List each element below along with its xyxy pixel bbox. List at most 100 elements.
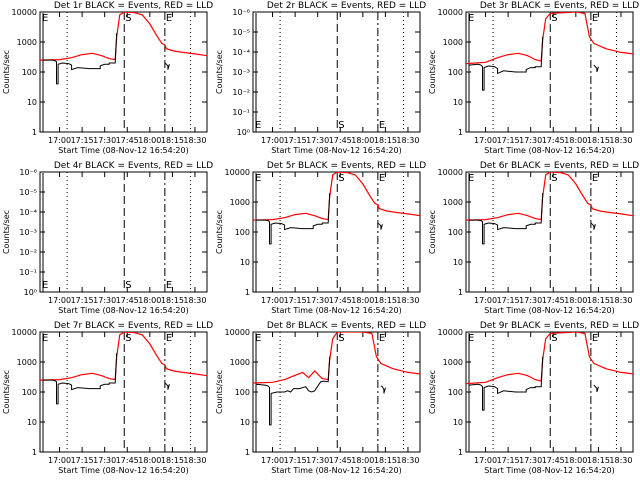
- panel-title: Det 8r BLACK = Events, RED = LLD: [267, 321, 426, 331]
- y-tick-label: 10⁻⁵: [232, 28, 250, 37]
- plot-frame: [39, 171, 208, 293]
- x-tick-label: 17:15: [497, 296, 520, 305]
- y-tick-label: 10: [27, 418, 37, 427]
- end-marker-label: E: [379, 173, 385, 184]
- events-series-line: [164, 382, 170, 390]
- x-tick-label: 18:30: [609, 136, 632, 145]
- left-marker-label: E: [468, 173, 474, 184]
- y-tick-label: 10: [240, 418, 250, 427]
- x-tick-label: 18:00: [138, 136, 161, 145]
- y-tick-label: 10000: [225, 168, 250, 177]
- x-tick-label: 18:30: [609, 456, 632, 465]
- left-marker-label: E: [42, 13, 48, 24]
- x-tick-label: 18:30: [396, 136, 419, 145]
- y-tick-label: 100: [22, 388, 37, 397]
- x-tick-label: 17:15: [71, 136, 94, 145]
- y-axis-label: Counts/sec: [428, 210, 437, 254]
- y-axis-label: Counts/sec: [428, 370, 437, 414]
- events-series-line: [256, 192, 331, 245]
- y-tick-label: 1: [32, 128, 37, 137]
- y-tick-label: 1000: [443, 198, 463, 207]
- x-tick-label: 17:00: [474, 456, 497, 465]
- y-tick-label: 1000: [443, 38, 463, 47]
- y-tick-label: 10⁰: [237, 128, 250, 137]
- x-tick-label: 17:45: [116, 456, 139, 465]
- x-tick-label: 17:30: [519, 296, 542, 305]
- lld-series-line: [40, 12, 207, 61]
- lld-series-line: [466, 12, 633, 65]
- x-tick-label: 18:00: [138, 456, 161, 465]
- left-marker-label: E: [255, 120, 261, 131]
- y-axis-label: Counts/sec: [215, 50, 224, 94]
- panel-title: Det 7r BLACK = Events, RED = LLD: [54, 321, 213, 331]
- x-tick-label: 17:45: [116, 136, 139, 145]
- plot-frame: [465, 331, 634, 453]
- x-tick-label: 17:15: [71, 456, 94, 465]
- events-series-line: [255, 356, 331, 426]
- y-tick-label: 10000: [438, 8, 463, 17]
- y-tick-label: 100: [448, 388, 463, 397]
- y-tick-label: 10000: [12, 328, 37, 337]
- x-tick-label: 18:00: [138, 296, 161, 305]
- x-tick-label: 18:30: [396, 456, 419, 465]
- y-tick-label: 10000: [438, 328, 463, 337]
- x-tick-label: 17:30: [93, 456, 116, 465]
- y-tick-label: 10⁻⁶: [232, 8, 250, 17]
- x-tick-label: 17:15: [284, 296, 307, 305]
- x-tick-label: 18:30: [183, 296, 206, 305]
- y-tick-label: 10⁰: [24, 288, 37, 297]
- y-tick-label: 1000: [17, 358, 37, 367]
- left-marker-label: E: [468, 333, 474, 344]
- y-axis-label: Counts/sec: [2, 210, 11, 254]
- x-tick-label: 17:30: [306, 136, 329, 145]
- panel-title: Det 2r BLACK = Events, RED = LLD: [267, 1, 426, 11]
- panel-title: Det 9r BLACK = Events, RED = LLD: [480, 321, 639, 331]
- x-tick-label: 17:00: [261, 296, 284, 305]
- y-tick-label: 10: [453, 98, 463, 107]
- y-tick-label: 100: [235, 228, 250, 237]
- plot-frame: [252, 11, 421, 133]
- y-tick-label: 10⁻⁵: [19, 188, 37, 197]
- x-tick-label: 18:30: [396, 296, 419, 305]
- x-tick-label: 18:15: [587, 456, 610, 465]
- left-marker-label: E: [42, 280, 48, 291]
- plot-frame: [252, 171, 421, 293]
- events-series-line: [593, 384, 599, 393]
- y-tick-label: 10⁻²: [232, 88, 250, 97]
- y-tick-label: 10000: [225, 328, 250, 337]
- x-tick-label: 18:00: [564, 456, 587, 465]
- events-series-line: [593, 64, 599, 73]
- panel-det-4r: Det 4r BLACK = Events, RED = LLD 10⁰ 10⁻¹ 1…: [2, 161, 213, 315]
- end-marker-label: E: [166, 333, 172, 344]
- x-tick-label: 18:15: [161, 456, 184, 465]
- end-marker-label: E: [166, 13, 172, 24]
- y-tick-label: 1000: [230, 198, 250, 207]
- y-tick-label: 10⁻²: [19, 248, 37, 257]
- events-series-line: [468, 356, 544, 411]
- x-tick-label: 17:45: [329, 456, 352, 465]
- start-marker-label: S: [125, 333, 131, 344]
- plot-frame: [465, 171, 634, 293]
- y-tick-label: 1: [245, 288, 250, 297]
- y-axis-label: Counts/sec: [2, 50, 11, 94]
- x-tick-label: 17:30: [519, 136, 542, 145]
- y-tick-label: 10⁻¹: [232, 108, 250, 117]
- x-tick-label: 18:15: [374, 136, 397, 145]
- x-axis-label: Start Time (08-Nov-12 16:54:20): [58, 306, 188, 315]
- plot-frame: [39, 331, 208, 453]
- x-axis-label: Start Time (08-Nov-12 16:54:20): [271, 146, 401, 155]
- y-tick-label: 10: [27, 98, 37, 107]
- end-marker-label: E: [592, 333, 598, 344]
- x-tick-label: 17:30: [93, 136, 116, 145]
- events-series-line: [43, 32, 118, 85]
- y-tick-label: 10⁻³: [232, 68, 250, 77]
- x-tick-label: 18:00: [351, 456, 374, 465]
- y-axis-label: Counts/sec: [2, 370, 11, 414]
- events-series-line: [590, 222, 596, 230]
- lld-series-line: [253, 172, 420, 221]
- x-tick-label: 18:15: [161, 136, 184, 145]
- panel-det-3r: Det 3r BLACK = Events, RED = LLD 1 10 100 10…: [428, 1, 639, 155]
- end-marker-label: E: [379, 120, 385, 131]
- lld-series-line: [40, 332, 207, 381]
